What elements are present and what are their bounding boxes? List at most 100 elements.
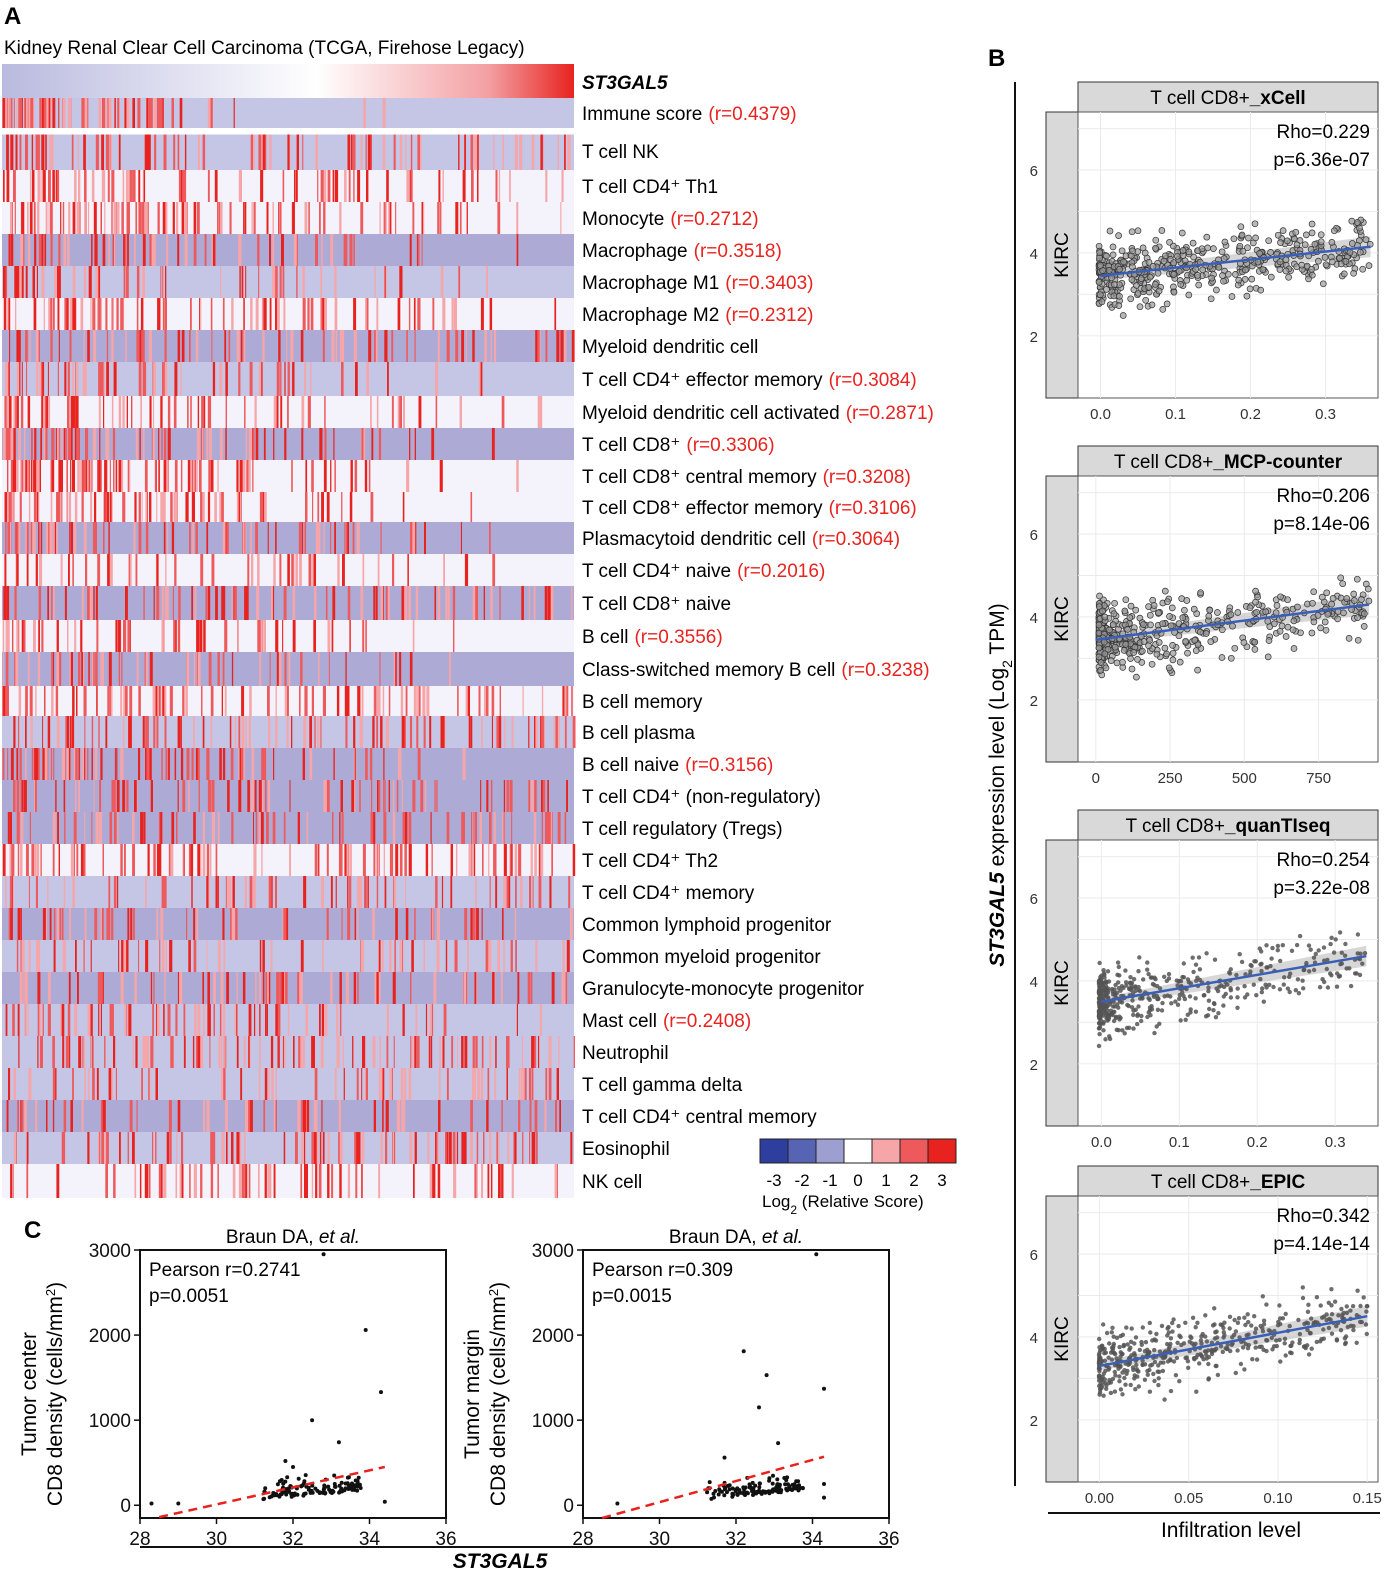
- heatmap-cell: [437, 330, 440, 362]
- heatmap-cell: [10, 908, 13, 940]
- heatmap-cell: [313, 620, 316, 652]
- heatmap-cell: [565, 686, 569, 716]
- panel-b-title: T cell CD8+_MCP-counter: [1114, 452, 1343, 473]
- scatter-point: [1190, 955, 1195, 960]
- scatter-point: [1350, 269, 1357, 277]
- heatmap-cell: [501, 396, 505, 428]
- heatmap-cell: [230, 748, 234, 780]
- heatmap-cell: [410, 170, 413, 202]
- heatmap-cell: [101, 652, 104, 686]
- scatter-point: [302, 1479, 307, 1484]
- heatmap-cell: [255, 812, 258, 844]
- scatter-point: [1118, 1387, 1124, 1392]
- heatmap-row: [2, 1164, 574, 1198]
- scatter-point: [1282, 1336, 1288, 1342]
- heatmap-cell: [37, 132, 40, 170]
- heatmap-cell: [135, 554, 138, 586]
- scatter-point: [1148, 1330, 1153, 1335]
- heatmap-row: [2, 940, 574, 972]
- heatmap-cell: [98, 362, 101, 396]
- scatter-point: [1127, 602, 1135, 610]
- heatmap-cell: [440, 266, 444, 298]
- heatmap-cell: [259, 1004, 261, 1036]
- heatmap-cell: [474, 972, 477, 1004]
- scatter-point: [1316, 948, 1321, 953]
- heatmap-cell: [207, 98, 211, 128]
- scatter-point: [1356, 248, 1364, 256]
- heatmap-cell: [179, 98, 183, 128]
- heatmap-cell: [307, 396, 311, 428]
- heatmap-cell: [485, 686, 489, 716]
- heatmap-cell: [127, 234, 129, 266]
- heatmap-cell: [52, 844, 55, 876]
- heatmap-cell: [95, 132, 99, 170]
- heatmap-cell: [58, 844, 60, 876]
- scatter-point: [1318, 593, 1326, 601]
- scatter-point: [735, 1486, 740, 1491]
- scatter-point: [1324, 1312, 1329, 1317]
- heatmap-cell: [320, 298, 324, 330]
- heatmap-cell: [318, 522, 321, 554]
- heatmap-cell: [136, 298, 139, 330]
- heatmap-cell: [21, 202, 25, 234]
- heatmap-cell: [94, 908, 98, 940]
- scatter-point: [355, 1484, 360, 1489]
- heatmap-cell: [158, 428, 160, 460]
- heatmap-cell: [376, 396, 379, 428]
- heatmap-cell: [501, 1164, 504, 1198]
- scatter-point: [1347, 966, 1352, 971]
- heatmap-cell: [83, 330, 85, 362]
- heatmap-cell: [100, 1100, 103, 1132]
- heatmap-cell: [413, 686, 417, 716]
- scatter-point: [1289, 626, 1297, 634]
- heatmap-cell: [95, 586, 98, 620]
- scatter-point: [1113, 659, 1121, 667]
- heatmap-cell: [261, 132, 264, 170]
- heatmap-cell: [231, 586, 233, 620]
- heatmap-cell: [287, 554, 290, 586]
- heatmap-cell: [134, 780, 137, 812]
- heatmap-cell: [489, 812, 492, 844]
- heatmap-cell: [13, 780, 16, 812]
- heatmap-cell: [161, 876, 165, 908]
- heatmap-cell: [113, 780, 116, 812]
- scatter-point: [1185, 1012, 1191, 1017]
- heatmap-cell: [473, 132, 477, 170]
- scatter-point: [1128, 1339, 1134, 1345]
- heatmap-cell: [379, 652, 381, 686]
- panel-c-y-tick: 1000: [89, 1411, 131, 1432]
- heatmap-cell: [365, 1068, 368, 1100]
- heatmap-cell: [8, 1068, 11, 1100]
- heatmap-cell: [273, 1100, 276, 1132]
- scatter-point: [1285, 986, 1291, 991]
- scatter-point: [1147, 1367, 1152, 1373]
- scatter-point: [1133, 985, 1138, 990]
- heatmap-cell: [126, 266, 129, 298]
- heatmap-cell: [185, 686, 188, 716]
- heatmap-cell: [182, 170, 185, 202]
- heatmap-cell: [511, 716, 514, 748]
- heatmap-cell: [40, 522, 43, 554]
- heatmap-cell: [46, 1100, 48, 1132]
- heatmap-cell: [176, 1132, 178, 1164]
- heatmap-cell: [131, 396, 133, 428]
- heatmap-cell: [386, 1036, 389, 1068]
- panel-b-title: T cell CD8+_EPIC: [1151, 1172, 1306, 1193]
- heatmap-cell: [203, 1004, 205, 1036]
- scatter-point: [1109, 1330, 1115, 1335]
- heatmap-cell: [145, 492, 148, 522]
- heatmap-cell: [326, 844, 329, 876]
- panel-b-x-tick: 250: [1158, 770, 1183, 787]
- heatmap-row-bg: [2, 202, 574, 234]
- heatmap-cell: [33, 202, 36, 234]
- scatter-point: [1321, 1327, 1326, 1332]
- heatmap-cell: [139, 330, 142, 362]
- panel-letter-a: A: [4, 3, 21, 30]
- scatter-point: [1109, 1345, 1115, 1351]
- heatmap-cell: [264, 1068, 268, 1100]
- heatmap-cell: [212, 362, 216, 396]
- heatmap-cell: [534, 1100, 538, 1132]
- heatmap-cell: [432, 908, 434, 940]
- heatmap-cell: [68, 492, 72, 522]
- scatter-point: [283, 1459, 288, 1463]
